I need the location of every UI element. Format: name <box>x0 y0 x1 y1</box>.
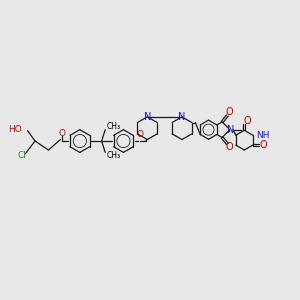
Text: O: O <box>225 107 233 117</box>
Text: O: O <box>136 130 143 139</box>
Text: N: N <box>178 112 186 122</box>
Text: NH: NH <box>256 131 270 140</box>
Text: N: N <box>227 125 235 135</box>
Text: N: N <box>144 112 151 122</box>
Text: O: O <box>225 142 233 152</box>
Text: Cl: Cl <box>17 152 26 160</box>
Text: CH₃: CH₃ <box>107 152 121 160</box>
Text: O: O <box>58 129 65 138</box>
Text: O: O <box>243 116 251 126</box>
Text: HO: HO <box>8 124 22 134</box>
Text: CH₃: CH₃ <box>107 122 121 130</box>
Text: O: O <box>259 140 267 150</box>
